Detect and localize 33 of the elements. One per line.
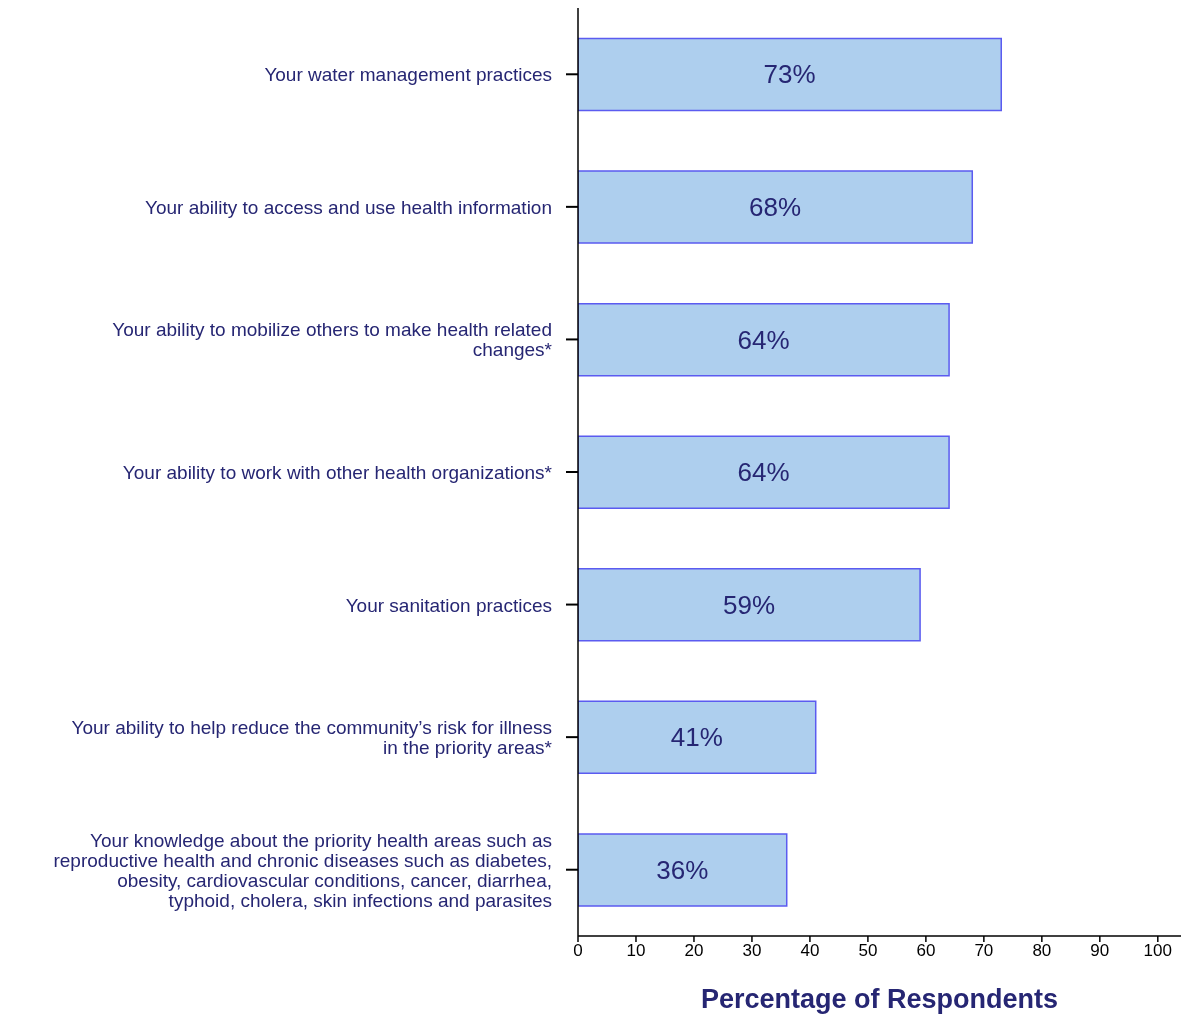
- x-tick-label: 0: [573, 941, 583, 961]
- x-tick-label: 80: [1032, 941, 1052, 961]
- bar: [578, 37, 1003, 112]
- x-tick-label: 90: [1090, 941, 1110, 961]
- y-tick-label: Your ability to work with other health organizations*: [122, 461, 553, 483]
- x-tick-label: 50: [858, 941, 878, 961]
- bar: [578, 170, 974, 244]
- x-tick-label: 100: [1143, 941, 1172, 961]
- x-tick-label: 70: [974, 941, 994, 961]
- y-tick-label: Your ability to mobilize others to make health related changes*: [112, 318, 553, 360]
- data-label: 64%: [737, 457, 790, 488]
- y-tick-label: Your ability to access and use health information: [145, 196, 552, 218]
- bar: [578, 833, 788, 907]
- data-label: 41%: [670, 722, 723, 753]
- y-tick-label: Your sanitation practices: [345, 594, 552, 616]
- data-label: 36%: [656, 854, 709, 885]
- data-label: 64%: [737, 324, 790, 355]
- y-tick-label: Your knowledge about the priority health areas such as reproductive health and chronic diseases such as diabetes, obesity, cardiovascular conditions, cancer, diarrhea, typhoid, cholera, skin infections and parasites: [53, 829, 552, 911]
- bar: [578, 435, 950, 509]
- data-label: 59%: [723, 589, 776, 620]
- data-label: 68%: [749, 192, 802, 223]
- y-tick-label: Your water management practices: [264, 63, 552, 85]
- x-axis-title: Percentage of Respondents: [700, 984, 1059, 1014]
- x-tick-label: 60: [916, 941, 936, 961]
- x-tick-label: 30: [742, 941, 762, 961]
- x-tick-label: 20: [684, 941, 704, 961]
- x-tick-label: 40: [800, 941, 820, 961]
- y-tick-label: Your ability to help reduce the community’s risk for illness in the priority areas*: [71, 716, 553, 758]
- x-tick-label: 10: [626, 941, 646, 961]
- data-label: 73%: [763, 59, 816, 90]
- bar: [578, 302, 950, 377]
- bar: [578, 568, 921, 642]
- bar: [578, 700, 817, 775]
